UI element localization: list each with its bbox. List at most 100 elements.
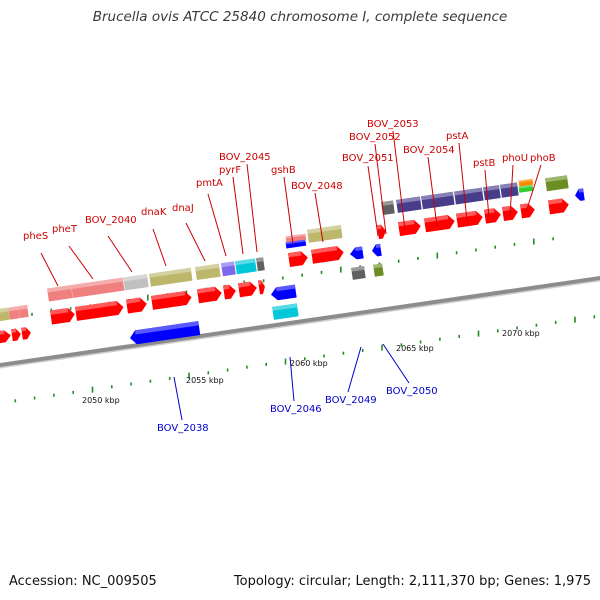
gene-highlight [310, 246, 338, 254]
gene-feature [518, 178, 534, 187]
gene-feature [74, 301, 124, 321]
kbp-label: 2060 kbp [290, 359, 328, 368]
label-leader [525, 164, 542, 213]
gene-highlight [222, 284, 230, 290]
gene-label: BOV_2045 [219, 152, 271, 163]
gene-feature [271, 284, 297, 301]
gene-highlight [256, 257, 264, 263]
accession-text: Accession: NC_009505 [9, 574, 157, 589]
gene-feature [381, 200, 395, 216]
gene-feature [0, 307, 10, 322]
gene-highlight [195, 263, 220, 272]
gene-highlight [376, 224, 382, 230]
gene-highlight [545, 175, 568, 183]
gene-highlight [272, 303, 298, 311]
gene-highlight [123, 274, 148, 282]
gene-feature [545, 175, 569, 192]
kbp-label: 2055 kbp [186, 376, 224, 385]
label-leader [458, 142, 468, 222]
gene-feature [125, 297, 147, 314]
gene-label: pstA [446, 131, 468, 142]
gene-labels: pheS pheT BOV_2040 dnaK dnaJ pmtA pyrF BOV_2045… [23, 119, 556, 434]
gene-feature [519, 203, 535, 219]
gene-highlight [18, 305, 28, 310]
gene-label: dnaJ [172, 203, 194, 214]
gene-highlight [71, 277, 124, 289]
gene-feature [49, 308, 75, 325]
gene-highlight [501, 205, 512, 212]
gene-feature [21, 327, 31, 340]
gene-highlight [355, 246, 363, 252]
gene-label: BOV_2046 [270, 404, 322, 415]
gene-highlight [307, 225, 342, 234]
label-leader [232, 176, 244, 255]
label-leader [427, 156, 438, 227]
gene-feature [575, 188, 585, 201]
gene-feature [196, 286, 222, 304]
gene-highlight [0, 330, 5, 336]
gene-highlight [454, 187, 483, 196]
gene-feature [455, 210, 483, 228]
gene-highlight [373, 263, 383, 269]
gene-highlight [518, 178, 533, 183]
label-leader [484, 169, 490, 219]
gene-feature [71, 277, 125, 298]
kbp-label: 2065 kbp [396, 344, 434, 353]
gene-highlight [49, 308, 69, 315]
gene-feature [547, 198, 569, 215]
label-leader [68, 245, 94, 280]
gene-label: pyrF [219, 165, 241, 176]
gene-highlight [578, 188, 584, 193]
gene-highlight [21, 327, 27, 332]
kbp-labels: 2050 kbp 2055 kbp 2060 kbp 2065 kbp 2070 kbp [82, 329, 540, 405]
gene-feature [454, 187, 484, 205]
backbone-line [0, 275, 600, 368]
gene-highlight [125, 297, 141, 304]
label-leader [185, 222, 206, 262]
gene-highlight [8, 306, 19, 312]
gene-label: pheT [52, 224, 78, 235]
gene-highlight [134, 321, 199, 335]
label-leader-lines [40, 130, 542, 421]
gene-feature [518, 184, 534, 193]
gene-body [74, 301, 124, 321]
gene-feature [257, 280, 265, 295]
label-leader [314, 192, 324, 243]
kbp-label: 2070 kbp [502, 329, 540, 338]
label-leader [173, 376, 183, 421]
gene-feature [351, 266, 366, 280]
gene-highlight [149, 267, 192, 278]
gene-feature [373, 263, 384, 277]
label-leader [283, 176, 294, 245]
gene-feature [235, 258, 257, 275]
gene-highlight [519, 203, 529, 209]
gene-highlight [276, 284, 296, 292]
gene-highlight [375, 243, 381, 249]
gene-feature [222, 284, 236, 300]
gene-highlight [421, 191, 454, 201]
gene-feature [47, 285, 73, 302]
gene-highlight [11, 328, 17, 333]
gene-feature [237, 281, 257, 298]
gene-label: BOV_2049 [325, 395, 377, 406]
gene-feature [421, 191, 455, 210]
gene-highlight [0, 307, 9, 314]
gene-label: BOV_2052 [349, 132, 401, 143]
gene-label: BOV_2040 [85, 215, 137, 226]
gene-highlight [285, 233, 306, 239]
label-leader [382, 343, 410, 384]
label-leader [509, 164, 514, 217]
gene-feature [195, 263, 221, 281]
gene-highlight [381, 200, 394, 207]
label-leader [207, 193, 227, 257]
gene-label: phoB [530, 153, 556, 164]
gene-feature [423, 215, 455, 233]
gene-highlight [235, 258, 256, 266]
chromosome-backbone [0, 275, 600, 369]
gene-feature [500, 182, 519, 198]
gene-feature [396, 196, 422, 213]
gene-label: pstB [473, 158, 495, 169]
gene-highlight [257, 280, 262, 285]
gene-feature [483, 208, 501, 224]
gene-highlight [518, 184, 533, 189]
